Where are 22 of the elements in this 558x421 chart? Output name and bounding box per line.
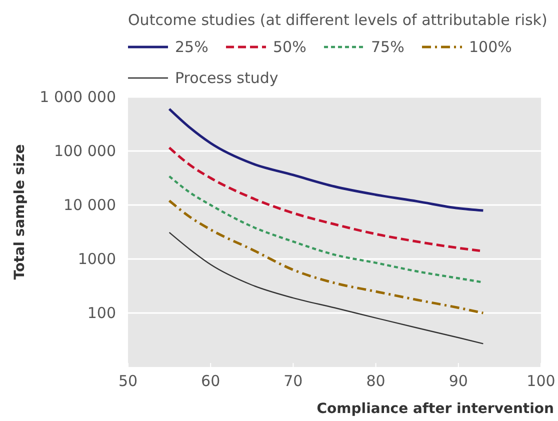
- legend-label: 50%: [273, 38, 306, 56]
- y-tick-label: 10 000: [64, 196, 116, 214]
- x-tick-label: 70: [284, 372, 303, 390]
- x-tick-label: 80: [366, 372, 386, 390]
- legend-title: Outcome studies (at different levels of attributable risk): [128, 11, 548, 29]
- legend-label: 75%: [371, 38, 404, 56]
- y-tick-label: 1000: [78, 250, 116, 268]
- legend-label: 100%: [469, 38, 512, 56]
- x-tick-label: 90: [448, 372, 468, 390]
- x-tick-label: 100: [526, 372, 556, 390]
- line-series: [168, 108, 484, 212]
- line-series: [168, 199, 484, 314]
- y-tick-label: 100: [87, 304, 116, 322]
- x-axis-title: Compliance after intervention: [316, 401, 554, 417]
- y-tick-label: 1 000 000: [40, 88, 116, 106]
- x-tick-label: 50: [118, 372, 138, 390]
- legend-label: 25%: [175, 38, 208, 56]
- y-tick-label: 100 000: [54, 142, 116, 160]
- x-tick-label: 60: [201, 372, 220, 390]
- y-axis-title: Total sample size: [12, 144, 28, 280]
- legend-label: Process study: [175, 69, 278, 87]
- line-series: [168, 232, 484, 344]
